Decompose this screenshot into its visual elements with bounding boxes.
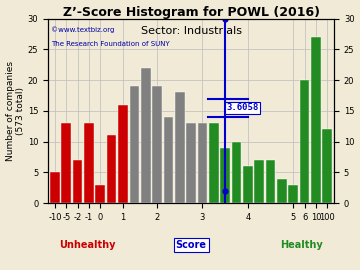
Bar [232,141,241,203]
Bar [130,86,139,203]
Bar [152,86,162,203]
Bar [50,172,60,203]
Bar [220,148,230,203]
Bar [198,123,207,203]
Bar [95,185,105,203]
Bar [288,185,298,203]
Text: Healthy: Healthy [280,240,323,250]
Bar [141,68,150,203]
Text: 3.6058: 3.6058 [227,103,259,112]
Bar [107,136,117,203]
Text: Score: Score [176,240,207,250]
Bar [277,178,287,203]
Bar [73,160,82,203]
Bar [186,123,196,203]
Bar [84,123,94,203]
Text: Unhealthy: Unhealthy [59,240,116,250]
Bar [311,37,321,203]
Bar [62,123,71,203]
Bar [243,166,253,203]
Bar [266,160,275,203]
Bar [300,80,309,203]
Bar [255,160,264,203]
Bar [209,123,219,203]
Title: Z’-Score Histogram for POWL (2016): Z’-Score Histogram for POWL (2016) [63,6,320,19]
Text: ©www.textbiz.org: ©www.textbiz.org [51,26,114,33]
Bar [163,117,173,203]
Text: The Research Foundation of SUNY: The Research Foundation of SUNY [51,41,170,47]
Y-axis label: Number of companies
(573 total): Number of companies (573 total) [5,61,25,161]
Bar [118,105,128,203]
Text: Sector: Industrials: Sector: Industrials [141,26,242,36]
Bar [175,92,185,203]
Bar [323,129,332,203]
